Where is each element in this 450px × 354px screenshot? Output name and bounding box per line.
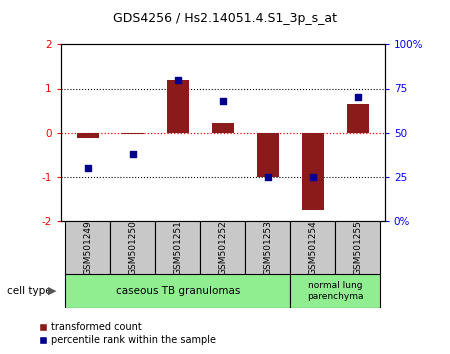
Legend: transformed count, percentile rank within the sample: transformed count, percentile rank withi… — [36, 319, 220, 349]
Point — [129, 151, 136, 157]
Text: GSM501255: GSM501255 — [353, 220, 362, 275]
Bar — [212, 123, 234, 133]
Bar — [290, 221, 335, 274]
Text: cell type: cell type — [7, 286, 51, 296]
Bar — [166, 80, 189, 133]
Bar — [302, 133, 324, 210]
Text: GSM501250: GSM501250 — [128, 220, 137, 275]
Bar — [256, 133, 279, 177]
Bar — [245, 221, 290, 274]
Text: GSM501251: GSM501251 — [173, 220, 182, 275]
Text: GSM501249: GSM501249 — [83, 221, 92, 275]
Point — [174, 77, 181, 82]
Point — [264, 174, 271, 180]
Point — [84, 165, 91, 171]
Point — [219, 98, 226, 104]
Text: GSM501252: GSM501252 — [218, 221, 227, 275]
Text: caseous TB granulomas: caseous TB granulomas — [116, 286, 240, 296]
Text: GSM501253: GSM501253 — [263, 220, 272, 275]
Bar — [76, 133, 99, 138]
Bar — [346, 104, 369, 133]
Bar — [65, 274, 290, 308]
Bar — [110, 221, 155, 274]
Text: GDS4256 / Hs2.14051.4.S1_3p_s_at: GDS4256 / Hs2.14051.4.S1_3p_s_at — [113, 12, 337, 25]
Bar — [335, 221, 380, 274]
Bar — [155, 221, 200, 274]
Bar — [290, 274, 380, 308]
Text: normal lung
parenchyma: normal lung parenchyma — [307, 281, 364, 301]
Point — [309, 174, 316, 180]
Text: GSM501254: GSM501254 — [308, 221, 317, 275]
Text: ▶: ▶ — [48, 286, 56, 296]
Point — [354, 95, 361, 100]
Bar — [200, 221, 245, 274]
Bar — [65, 221, 110, 274]
